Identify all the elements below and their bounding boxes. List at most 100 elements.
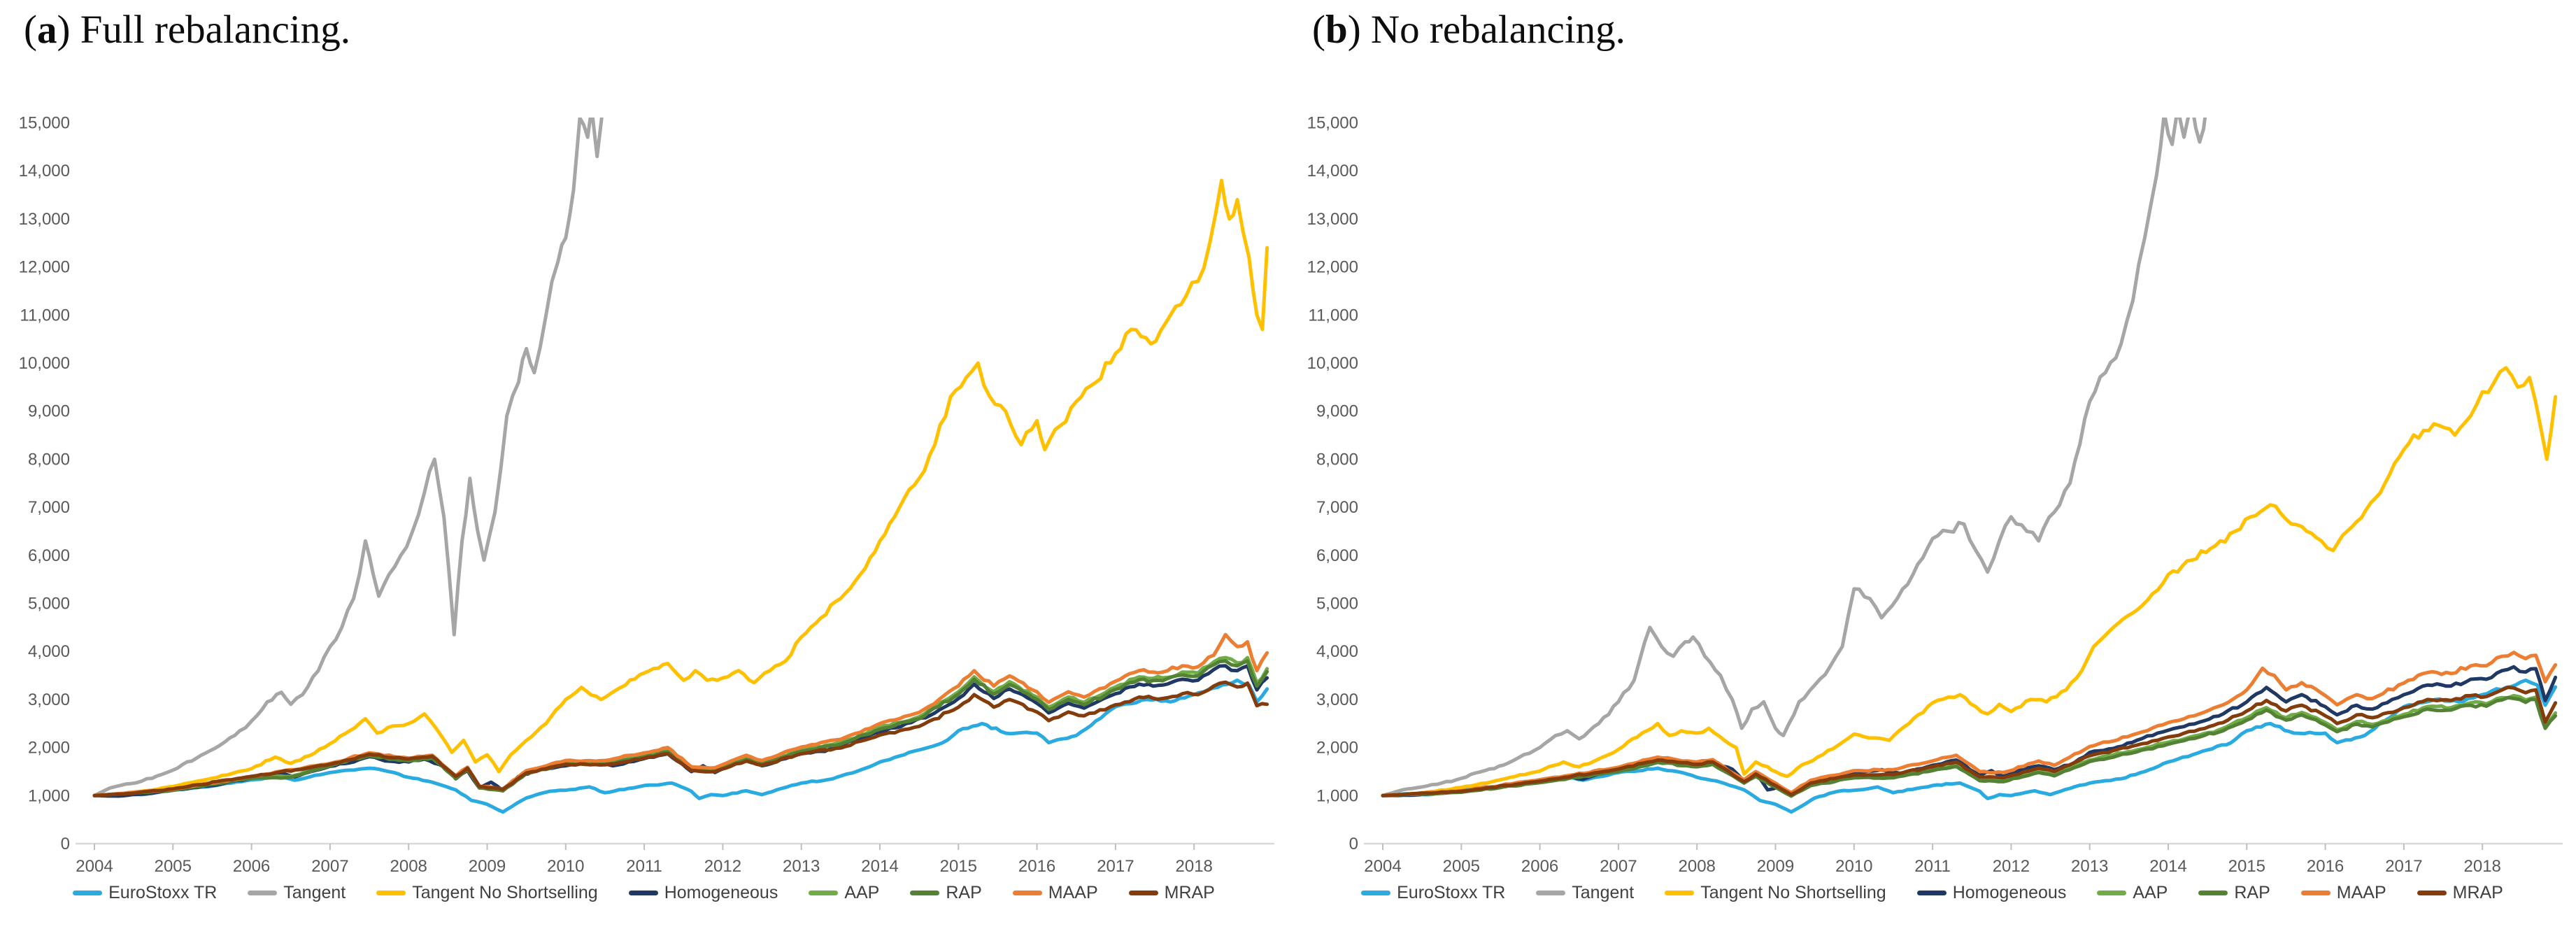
panel-a-label-close: ) bbox=[57, 8, 71, 52]
y-axis-tick-label: 0 bbox=[1349, 835, 1358, 853]
legend-label: MRAP bbox=[1164, 883, 1215, 902]
legend-swatch-icon bbox=[809, 891, 839, 895]
legend-no-rebalancing: EuroStoxx TR Tangent Tangent No Shortselli… bbox=[1288, 883, 2576, 903]
x-axis-tick-label: 2013 bbox=[2071, 857, 2108, 876]
legend-item-mrap: MRAP bbox=[2417, 883, 2503, 903]
legend-item-aap: AAP bbox=[2097, 883, 2168, 903]
y-axis-tick-label: 8,000 bbox=[28, 450, 70, 469]
y-axis-tick-label: 6,000 bbox=[1316, 546, 1358, 565]
x-axis-tick-label: 2018 bbox=[1176, 857, 1213, 876]
y-axis-tick-label: 12,000 bbox=[1307, 258, 1358, 277]
legend-item-maap: MAAP bbox=[1012, 883, 1098, 903]
y-axis-tick-label: 10,000 bbox=[1307, 354, 1358, 373]
panel-b-label: b bbox=[1325, 8, 1348, 52]
legend-label: Tangent bbox=[283, 883, 346, 902]
y-axis-tick-label: 4,000 bbox=[1316, 642, 1358, 661]
legend-item-eurostoxx-tr: EuroStoxx TR bbox=[1361, 883, 1505, 903]
legend-swatch-icon bbox=[2417, 891, 2447, 895]
y-axis-tick-label: 6,000 bbox=[28, 546, 70, 565]
y-axis-tick-label: 5,000 bbox=[1316, 595, 1358, 614]
legend-label: Homogeneous bbox=[1952, 883, 2067, 902]
x-axis-tick-label: 2006 bbox=[1521, 857, 1558, 876]
x-axis-tick-label: 2016 bbox=[2307, 857, 2344, 876]
panel-a-title: (a) Full rebalancing. bbox=[24, 7, 350, 52]
y-axis-tick-label: 1,000 bbox=[28, 786, 70, 805]
y-axis-tick-label: 9,000 bbox=[1316, 402, 1358, 421]
x-axis-tick-label: 2014 bbox=[2149, 857, 2186, 876]
legend-label: EuroStoxx TR bbox=[108, 883, 218, 902]
legend-label: AAP bbox=[844, 883, 880, 902]
panel-b-label-close: ) bbox=[1347, 8, 1361, 52]
y-axis-tick-label: 15,000 bbox=[1307, 114, 1358, 133]
legend-label: Tangent bbox=[1572, 883, 1635, 902]
legend-item-aap: AAP bbox=[809, 883, 879, 903]
series-line-tangent bbox=[92, 118, 604, 797]
legend-label: AAP bbox=[2133, 883, 2168, 902]
legend-label: MAAP bbox=[1048, 883, 1098, 902]
panel-no-rebalancing: (b) No rebalancing. 0 1,000 2,000 3,000 4,00… bbox=[1288, 0, 2576, 929]
legend-swatch-icon bbox=[1012, 891, 1042, 895]
panel-a-label-open: ( bbox=[24, 8, 37, 52]
x-axis-tick-label: 2017 bbox=[2385, 857, 2422, 876]
legend-swatch-icon bbox=[910, 891, 940, 895]
legend-swatch-icon bbox=[73, 891, 103, 895]
x-axis-tick-label: 2009 bbox=[1757, 857, 1794, 876]
legend-item-mrap: MRAP bbox=[1128, 883, 1215, 903]
y-axis-tick-label: 5,000 bbox=[28, 595, 70, 614]
x-axis-tick-label: 2005 bbox=[155, 857, 192, 876]
y-axis-tick-label: 8,000 bbox=[1316, 450, 1358, 469]
legend-swatch-icon bbox=[2300, 891, 2331, 895]
x-axis-tick-label: 2017 bbox=[1097, 857, 1134, 876]
legend-swatch-icon bbox=[376, 891, 406, 895]
legend-swatch-icon bbox=[2097, 891, 2127, 895]
legend-label: Tangent No Shortselling bbox=[412, 883, 598, 902]
legend-label: Homogeneous bbox=[664, 883, 778, 902]
legend-item-maap: MAAP bbox=[2300, 883, 2386, 903]
legend-swatch-icon bbox=[248, 891, 278, 895]
y-axis-tick-label: 7,000 bbox=[28, 498, 70, 517]
y-axis-tick-label: 13,000 bbox=[1307, 210, 1358, 229]
series-line-tangent-no-shortselling bbox=[92, 178, 1269, 797]
y-axis-tick-label: 0 bbox=[61, 835, 70, 853]
series-line-maap bbox=[92, 632, 1269, 797]
chart-full-rebalancing: 0 1,000 2,000 3,000 4,000 5,000 6,000 7,000 8,00… bbox=[19, 114, 1274, 876]
x-axis-tick-label: 2006 bbox=[233, 857, 270, 876]
y-axis-tick-label: 2,000 bbox=[28, 739, 70, 758]
panel-b-label-open: ( bbox=[1312, 8, 1325, 52]
y-axis-tick-label: 11,000 bbox=[20, 306, 70, 325]
y-axis-tick-label: 1,000 bbox=[1316, 786, 1358, 805]
legend-item-tangent: Tangent bbox=[248, 883, 346, 903]
y-axis-tick-label: 13,000 bbox=[19, 210, 70, 229]
legend-swatch-icon bbox=[1361, 891, 1391, 895]
x-axis-tick-label: 2007 bbox=[1600, 857, 1637, 876]
legend-label: RAP bbox=[2234, 883, 2270, 902]
y-axis-tick-label: 12,000 bbox=[19, 258, 70, 277]
series-line-mrap bbox=[92, 680, 1269, 797]
chart-no-rebalancing: 0 1,000 2,000 3,000 4,000 5,000 6,000 7,000 8,00… bbox=[1307, 114, 2563, 876]
panel-a-label: a bbox=[36, 8, 57, 52]
legend-swatch-icon bbox=[1128, 891, 1158, 895]
y-axis-tick-label: 7,000 bbox=[1316, 498, 1358, 517]
legend-item-eurostoxx-tr: EuroStoxx TR bbox=[73, 883, 217, 903]
x-axis-tick-label: 2018 bbox=[2464, 857, 2501, 876]
x-axis-tick-label: 2004 bbox=[1364, 857, 1401, 876]
series-line-rap bbox=[1381, 695, 2558, 798]
legend-item-homogeneous: Homogeneous bbox=[628, 883, 778, 903]
x-axis-tick-label: 2011 bbox=[1914, 857, 1951, 876]
legend-item-rap: RAP bbox=[910, 883, 982, 903]
legend-swatch-icon bbox=[1665, 891, 1695, 895]
y-axis-tick-label: 11,000 bbox=[1308, 306, 1358, 325]
x-axis-tick-label: 2007 bbox=[311, 857, 348, 876]
legend-label: EuroStoxx TR bbox=[1397, 883, 1506, 902]
legend-label: MRAP bbox=[2452, 883, 2503, 902]
y-axis-tick-label: 14,000 bbox=[19, 162, 70, 180]
panel-full-rebalancing: (a) Full rebalancing. 0 1,000 2,000 3,000 4,… bbox=[19, 7, 1274, 903]
legend-item-homogeneous: Homogeneous bbox=[1916, 883, 2067, 903]
y-axis-tick-label: 10,000 bbox=[19, 354, 70, 373]
x-axis-tick-label: 2008 bbox=[390, 857, 427, 876]
legend-swatch-icon bbox=[628, 891, 658, 895]
x-axis-tick-label: 2013 bbox=[783, 857, 820, 876]
x-axis-tick-label: 2014 bbox=[861, 857, 898, 876]
legend-item-tangent: Tangent bbox=[1536, 883, 1634, 903]
y-axis-tick-label: 14,000 bbox=[1307, 162, 1358, 180]
